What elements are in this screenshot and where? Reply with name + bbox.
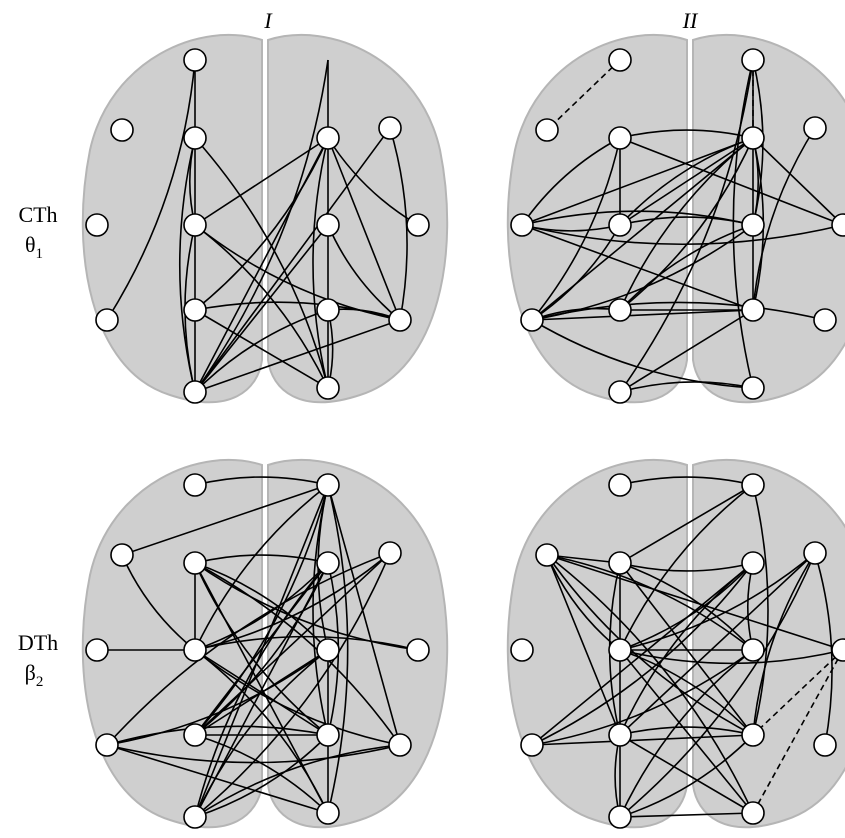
row-band: β2 [25,660,44,690]
column-label: I [263,8,273,33]
electrode [379,542,401,564]
brain-outline [508,460,845,827]
row-label: CTh [18,202,57,227]
electrode [742,724,764,746]
electrode [184,299,206,321]
electrode [407,639,429,661]
electrode [742,377,764,399]
electrode [317,299,339,321]
electrode [521,309,543,331]
electrode [609,474,631,496]
electrode [609,299,631,321]
electrode [609,639,631,661]
electrode [609,49,631,71]
electrode [184,552,206,574]
electrode [317,639,339,661]
electrode [184,474,206,496]
electrode [742,299,764,321]
brain-hemisphere [508,460,687,827]
electrode [184,806,206,828]
electrode [742,474,764,496]
electrode [536,544,558,566]
electrode [742,127,764,149]
column-label: II [682,8,699,33]
electrode [111,544,133,566]
row-label: DTh [18,630,58,655]
electrode [317,552,339,574]
electrode [379,117,401,139]
electrode [317,127,339,149]
electrode [184,639,206,661]
electrode [742,214,764,236]
brain-outline [508,35,845,402]
electrode [184,214,206,236]
electrode [86,639,108,661]
brain-hemisphere [83,35,262,402]
row-band: θ1 [25,232,43,262]
electrode [317,474,339,496]
electrode [742,552,764,574]
electrode [184,49,206,71]
electrode [317,802,339,824]
electrode [742,49,764,71]
electrode [521,734,543,756]
electrode [742,802,764,824]
electrode [742,639,764,661]
electrode [184,381,206,403]
band-symbol: θ [25,232,36,257]
electrode [184,724,206,746]
electrode [536,119,558,141]
electrode [609,806,631,828]
electrode [317,214,339,236]
electrode [389,309,411,331]
electrode [317,724,339,746]
brain-outline [83,35,447,402]
electrode [609,552,631,574]
electrode [511,214,533,236]
band-symbol: β [25,660,36,685]
electrode [96,734,118,756]
electrode [804,117,826,139]
electrode [407,214,429,236]
electrode [814,734,836,756]
electrode [609,724,631,746]
electrode [184,127,206,149]
electrode [804,542,826,564]
electrode [96,309,118,331]
electrode [317,377,339,399]
band-index: 1 [36,246,44,262]
electrode [86,214,108,236]
brain-hemisphere [83,460,262,827]
electrode [111,119,133,141]
figure: I II CTh θ1 DTh β2 [0,0,845,838]
electrode [609,214,631,236]
electrode [609,127,631,149]
electrode [389,734,411,756]
electrode [814,309,836,331]
electrode [511,639,533,661]
band-index: 2 [36,674,44,690]
electrode [609,381,631,403]
